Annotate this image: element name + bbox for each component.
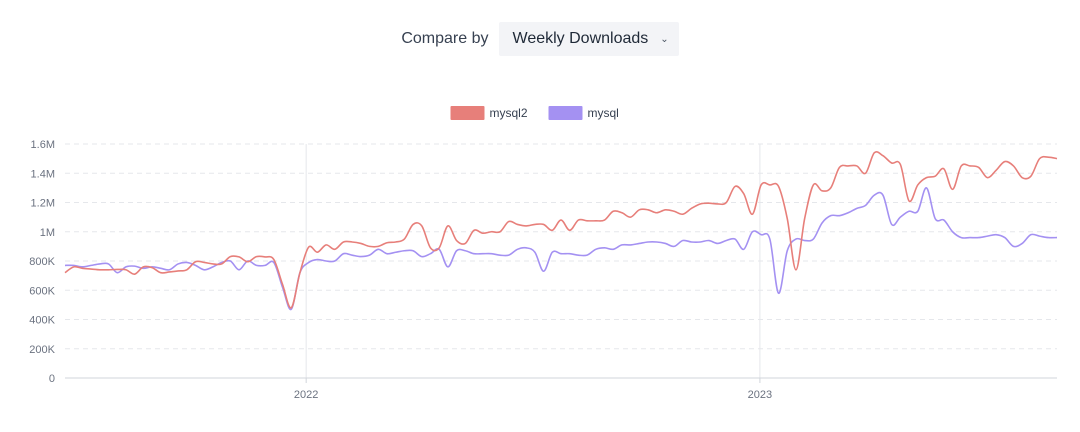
y-tick-label: 600K [29,285,55,297]
y-tick-label: 1.4M [31,168,55,180]
compare-metric-select[interactable]: Weekly Downloads ⌄ [498,22,679,56]
chart-grid [65,143,1057,378]
y-tick-label: 200K [29,344,55,356]
legend-swatch-mysql2 [450,106,485,120]
legend-swatch-mysql [548,106,583,120]
chart-lines [64,150,1058,311]
y-tick-label: 800K [29,256,55,268]
series-line-mysql2 [64,150,1058,309]
series-line-mysql [64,187,1058,311]
y-tick-label: 1.2M [31,198,55,210]
compare-metric-value: Weekly Downloads [512,30,649,47]
y-tick-label: 1.6M [31,139,55,151]
y-tick-label: 0 [49,373,55,385]
chevron-down-icon: ⌄ [660,33,669,45]
chart-legend: mysql2 mysql [450,106,619,120]
y-tick-label: 400K [29,315,55,327]
x-tick-label: 2022 [294,389,318,401]
compare-bar: Compare by Weekly Downloads ⌄ [0,22,1080,56]
legend-label-mysql: mysql [588,106,619,120]
y-tick-label: 1M [40,227,55,239]
legend-label-mysql2: mysql2 [490,106,528,120]
compare-by-label: Compare by [401,30,489,47]
x-tick-label: 2023 [748,389,772,401]
chart-axes: 0 200K 400K 600K 800K 1M 1.2M 1.4M 1.6M 2022 2023 [29,139,1057,401]
